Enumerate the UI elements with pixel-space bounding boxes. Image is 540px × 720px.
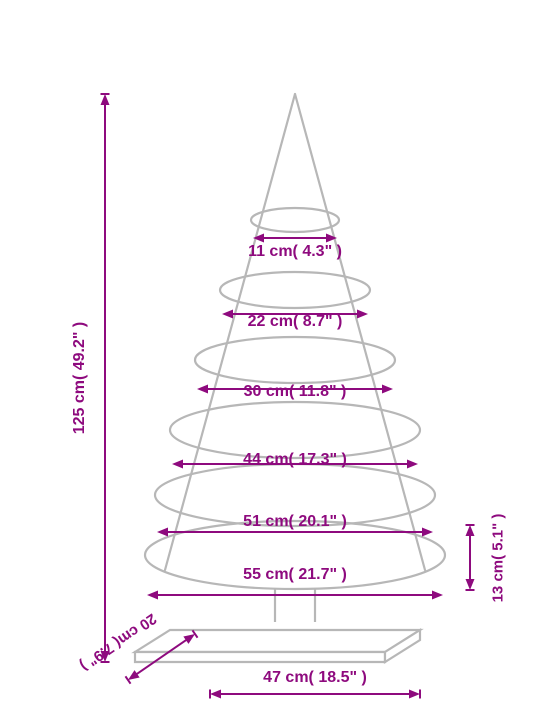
dimension-label: 11 cm( 4.3" ) (248, 243, 342, 261)
dimension-label: 20 cm( 7.9" ) (77, 610, 160, 674)
dimension-label: 51 cm( 20.1" ) (243, 513, 347, 531)
label-layer: 11 cm( 4.3" ) 22 cm( 8.7" ) 30 cm( 11.8" )… (0, 0, 540, 720)
dimension-label: 55 cm( 21.7" ) (243, 566, 347, 584)
dimension-label: 44 cm( 17.3" ) (243, 451, 347, 469)
dimension-label: 47 cm( 18.5" ) (263, 669, 367, 687)
dimension-label: 125 cm( 49.2" ) (71, 322, 89, 435)
dimension-label: 30 cm( 11.8" ) (244, 383, 347, 401)
dimension-label: 13 cm( 5.1" ) (490, 514, 507, 603)
dimension-label: 22 cm( 8.7" ) (248, 313, 343, 331)
